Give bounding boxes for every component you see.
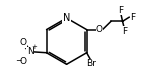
Text: O: O: [20, 38, 26, 47]
Text: N: N: [27, 47, 33, 56]
Text: F: F: [130, 13, 135, 22]
Text: +: +: [32, 44, 37, 50]
Text: F: F: [118, 6, 123, 15]
Text: F: F: [122, 27, 127, 36]
Text: O: O: [96, 25, 103, 34]
Text: Br: Br: [86, 59, 96, 68]
Text: N: N: [63, 13, 70, 23]
Text: O: O: [20, 57, 26, 66]
Text: −: −: [15, 57, 22, 66]
